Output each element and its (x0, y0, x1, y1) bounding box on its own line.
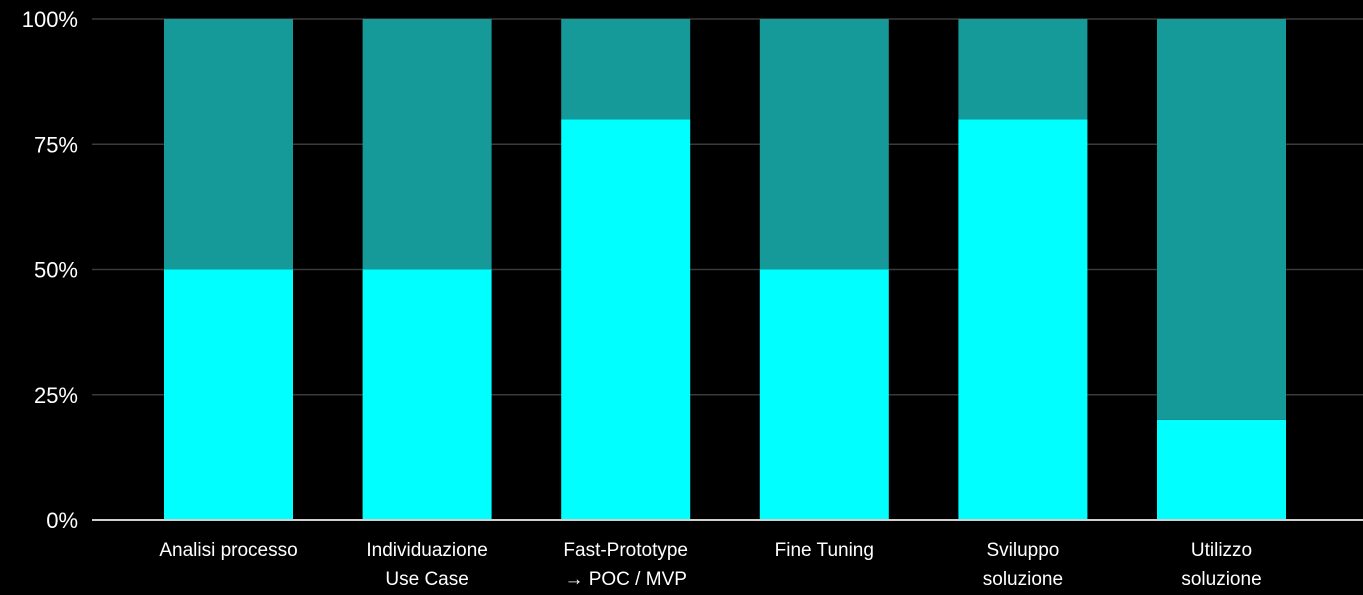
x-tick-labels: Analisi processo Individuazione Use Case Fa… (159, 540, 1261, 590)
x-tick-label: Analisi processo (159, 540, 297, 561)
x-tick-label-line: Analisi processo (159, 540, 297, 561)
x-tick-label-line: Use Case (385, 569, 468, 590)
y-tick-label: 25% (34, 383, 78, 408)
bar-series2-cat4 (759, 19, 889, 270)
bar-series2-cat5 (958, 19, 1088, 120)
bar-series1-cat3 (561, 119, 691, 520)
bar-series2-cat1 (164, 19, 293, 270)
y-tick-label: 50% (34, 258, 78, 283)
x-tick-label-line: Utilizzo (1191, 540, 1252, 561)
x-tick-label: Fast-Prototype → POC / MVP (563, 540, 688, 590)
gridlines (92, 18, 1363, 396)
x-tick-label: Sviluppo soluzione (983, 540, 1063, 590)
y-tick-label: 0% (46, 508, 78, 533)
x-tick-label-line: Fine Tuning (775, 540, 874, 561)
bar-series2-cat3 (561, 19, 691, 120)
y-tick-label: 75% (34, 132, 78, 157)
bar-series1-cat4 (759, 269, 889, 520)
bars (164, 19, 1286, 520)
x-tick-label-line: soluzione (1181, 569, 1261, 590)
x-tick-label: Utilizzo soluzione (1181, 540, 1261, 590)
bar-series1-cat5 (958, 119, 1088, 520)
x-tick-label-line: Sviluppo (986, 540, 1059, 561)
x-tick-label: Fine Tuning (775, 540, 874, 561)
bar-series1-cat1 (164, 269, 293, 520)
x-tick-label-line: → POC / MVP (564, 569, 686, 590)
bar-series2-cat2 (362, 19, 492, 270)
y-tick-label: 100% (22, 7, 78, 32)
x-tick-label-line: Individuazione (366, 540, 487, 561)
y-tick-labels: 0% 25% 50% 75% 100% (22, 7, 78, 533)
bar-series1-cat2 (362, 269, 492, 520)
bar-series2-cat6 (1157, 19, 1286, 420)
x-tick-label-line: Fast-Prototype (563, 540, 688, 561)
bar-series1-cat6 (1157, 419, 1286, 520)
x-tick-label: Individuazione Use Case (366, 540, 487, 590)
x-tick-label-line: soluzione (983, 569, 1063, 590)
